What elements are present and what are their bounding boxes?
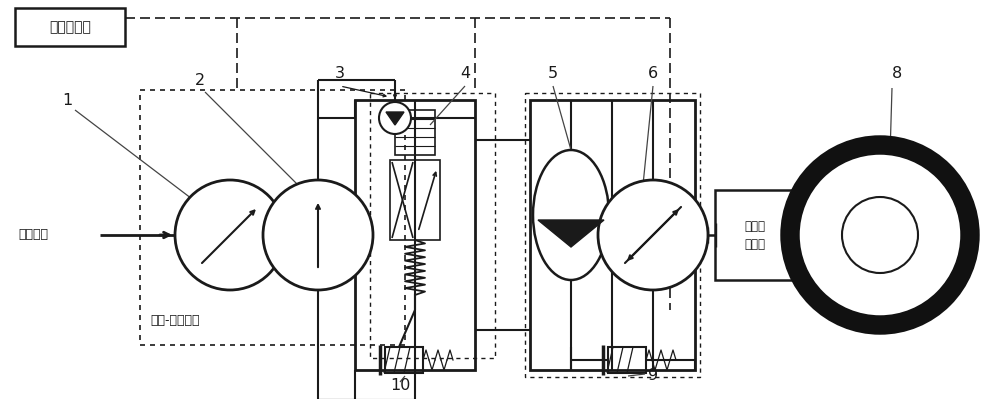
Circle shape [842,197,918,273]
Bar [715,190,795,280]
Bar [415,160,440,240]
Bar [525,93,700,377]
Text: 1: 1 [62,93,72,108]
Text: 6: 6 [648,66,658,81]
Bar [530,100,695,370]
Bar [15,8,125,46]
Text: 10: 10 [390,378,410,393]
Bar [370,93,495,358]
Text: 电机-泵能源包: 电机-泵能源包 [150,314,200,326]
Text: 4: 4 [460,66,470,81]
Text: 5: 5 [548,66,558,81]
Text: 8: 8 [892,66,902,81]
Circle shape [790,145,970,325]
Circle shape [263,180,373,290]
Circle shape [175,180,285,290]
Bar [355,100,475,370]
Text: 9: 9 [648,368,658,383]
Text: 2: 2 [195,73,205,88]
Bar [608,347,646,373]
Bar [390,160,415,240]
Polygon shape [538,220,604,247]
Text: 减速器: 减速器 [744,221,766,233]
Ellipse shape [533,150,609,280]
Bar [385,347,423,373]
Text: 离合器: 离合器 [744,239,766,251]
Bar [395,110,435,155]
Circle shape [598,180,708,290]
Text: 机载电源: 机载电源 [18,229,48,241]
Polygon shape [386,112,404,125]
Text: 机载控制器: 机载控制器 [49,20,91,34]
Circle shape [379,102,411,134]
Bar [140,90,405,345]
Text: 3: 3 [335,66,345,81]
